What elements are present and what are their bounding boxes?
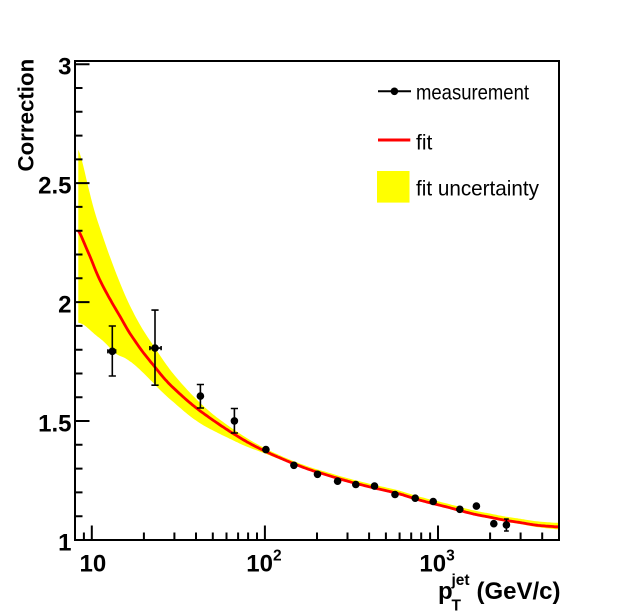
svg-text:10: 10: [419, 551, 446, 578]
svg-text:p: p: [438, 578, 453, 605]
svg-text:10: 10: [246, 551, 273, 578]
svg-text:2: 2: [273, 548, 282, 565]
svg-text:Correction: Correction: [14, 59, 39, 172]
svg-text:3: 3: [58, 54, 71, 81]
svg-text:T: T: [452, 598, 462, 613]
svg-text:fit uncertainty: fit uncertainty: [416, 177, 539, 200]
svg-text:(GeV/c): (GeV/c): [477, 578, 561, 605]
svg-text:1: 1: [58, 529, 71, 556]
svg-text:2.5: 2.5: [38, 173, 71, 200]
svg-text:fit: fit: [416, 131, 433, 154]
svg-text:10: 10: [80, 551, 107, 578]
svg-text:2: 2: [58, 292, 71, 319]
svg-text:measurement: measurement: [416, 82, 529, 105]
svg-text:jet: jet: [451, 572, 470, 589]
svg-text:1.5: 1.5: [38, 410, 71, 437]
svg-text:3: 3: [446, 548, 455, 565]
